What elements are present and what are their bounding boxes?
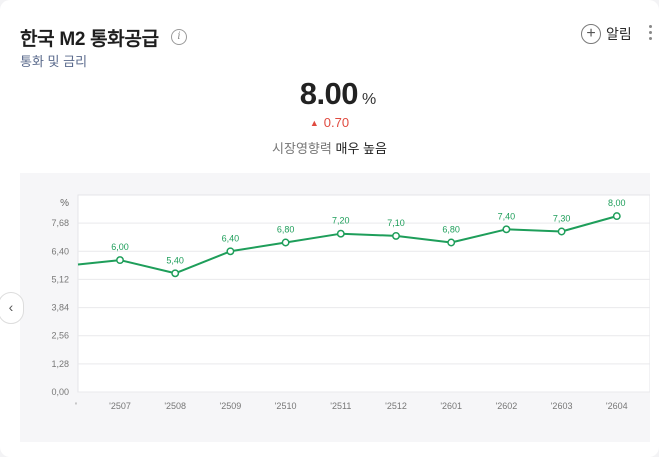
data-point: [116, 256, 124, 265]
category-subtitle[interactable]: 통화 및 금리: [20, 54, 88, 69]
x-tick-label: '2511: [330, 401, 351, 411]
data-label: 7,30: [553, 213, 571, 223]
x-tick-label: '2508: [164, 401, 186, 411]
x-tick-label: '2510: [275, 401, 297, 411]
more-vertical-icon[interactable]: [648, 25, 654, 41]
x-tick-label: '2509: [220, 401, 242, 411]
data-point: [171, 269, 180, 278]
x-tick-label: '2603: [551, 401, 573, 411]
data-point: [336, 229, 345, 238]
info-icon[interactable]: i: [171, 29, 187, 45]
y-tick-label: 5,12: [51, 274, 69, 284]
y-axis-label: %: [60, 198, 69, 209]
data-point: [612, 212, 621, 221]
data-label: 7,40: [498, 211, 516, 221]
data-point: [557, 227, 566, 236]
data-point: [502, 225, 511, 234]
page-title: 한국 M2 통화공급: [20, 29, 159, 50]
change-value: 0.70: [323, 115, 350, 130]
x-tick-label: '2507: [109, 401, 131, 411]
market-impact: 시장영향력 매우 높음: [0, 138, 659, 157]
data-label: 6,40: [222, 233, 240, 243]
x-tick-label: '2602: [496, 401, 518, 411]
data-label: 6,00: [111, 242, 129, 252]
x-tick-label: '2512: [385, 401, 407, 411]
data-label: 5,40: [166, 255, 184, 265]
data-label: 7,20: [332, 216, 350, 226]
data-label: 7,10: [387, 218, 405, 228]
current-value-unit: %: [362, 91, 377, 108]
data-point: [392, 231, 400, 240]
chevron-left-icon[interactable]: ‹: [0, 292, 24, 324]
plus-icon: +: [581, 24, 601, 44]
current-value: 8.00%: [0, 76, 659, 112]
up-triangle-icon: ▲: [309, 118, 319, 128]
change-indicator: ▲ 0.70: [0, 115, 659, 130]
alert-button[interactable]: + 알림: [581, 23, 632, 45]
data-point: [447, 238, 456, 247]
chart-area: 0,00 1,28 2,56 3,84 5,12 6,40 7,68% '2507 '2508 '…: [20, 173, 651, 442]
y-tick-label: 1,28: [51, 359, 69, 369]
line-chart: 0,00 1,28 2,56 3,84 5,12 6,40 7,68% '2507 '2508 '…: [51, 194, 651, 411]
current-value-number: 8.00: [299, 76, 359, 111]
data-label: 6,80: [277, 224, 295, 234]
x-tick-label: '2604: [606, 401, 628, 411]
y-tick-label: 3,84: [51, 303, 69, 313]
x-tick-label: '2601: [440, 401, 462, 411]
y-tick-label: 7,68: [51, 218, 69, 228]
data-label: 8,00: [608, 198, 626, 208]
impact-value: 매우 높음: [335, 141, 387, 156]
data-label: 6,80: [442, 224, 460, 234]
y-tick-label: 6,40: [51, 246, 69, 256]
data-point: [226, 247, 235, 256]
y-tick-label: 2,56: [51, 331, 69, 341]
data-point: [281, 238, 290, 247]
impact-label: 시장영향력: [272, 141, 332, 156]
plot-background: [77, 194, 651, 393]
y-tick-label: 0,00: [51, 387, 69, 397]
x-tick-label-partial: ': [75, 401, 77, 411]
alert-label: 알림: [606, 26, 632, 42]
